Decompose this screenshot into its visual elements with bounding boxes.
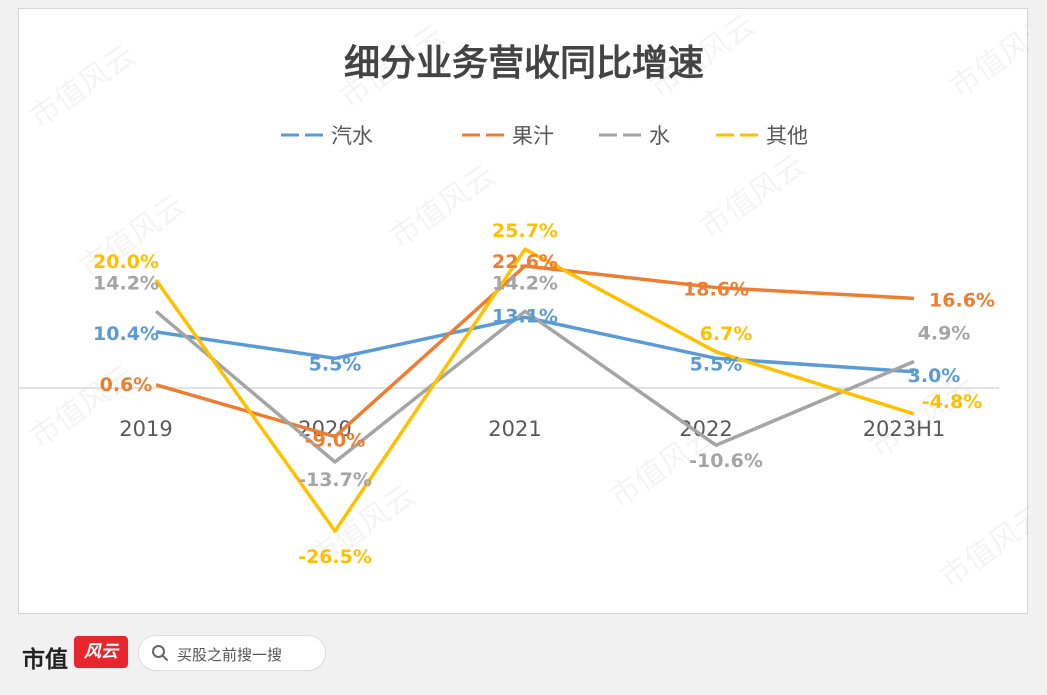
series-line: [155, 264, 915, 439]
data-label: -26.5%: [298, 546, 372, 568]
data-label: 14.2%: [492, 272, 558, 294]
chart-title: 细分业务营收同比增速: [344, 43, 704, 84]
legend-label: 其他: [766, 124, 808, 148]
legend-label: 水: [649, 124, 670, 148]
search-bar[interactable]: 买股之前搜一搜: [138, 635, 326, 671]
footer: 市值 风云 买股之前搜一搜: [0, 622, 1047, 695]
watermark-text: 市值风云: [944, 9, 1029, 106]
series-line: [155, 315, 915, 374]
chart-card: 市值风云 市值风云 市值风云 市值风云 市值风云 市值风云 市值风云 市值风云 市值风云 市值风云…: [18, 8, 1029, 614]
series-lines: [154, 247, 915, 533]
data-label: 3.0%: [908, 365, 961, 387]
legend: 汽水 果汁 水 其他: [281, 124, 808, 148]
data-label: -4.8%: [922, 391, 983, 413]
search-icon: [152, 645, 168, 661]
data-label: 6.7%: [700, 323, 753, 345]
data-labels: 10.4% 5.5% 13.1% 5.5% 3.0% 0.6% -9.0% 22.6% 18.6…: [93, 220, 995, 568]
series-line: [154, 247, 915, 533]
watermark-text: 市值风云: [694, 148, 812, 245]
series-line: [154, 309, 915, 464]
legend-label: 汽水: [331, 124, 373, 148]
x-tick-labels: 2019 2020 2021 2022 2023H1: [119, 417, 945, 441]
watermark-text: 市值风云: [934, 498, 1029, 595]
watermark-text: 市值风云: [384, 158, 502, 255]
search-text: 买股之前搜一搜: [177, 646, 283, 664]
x-tick-label: 2021: [488, 417, 541, 441]
data-label: -13.7%: [298, 469, 372, 491]
data-label: 4.9%: [918, 323, 971, 345]
data-label: 22.6%: [492, 251, 558, 273]
data-label: 16.6%: [929, 289, 995, 311]
x-tick-label: 2023H1: [863, 417, 946, 441]
data-label: 13.1%: [492, 305, 558, 327]
data-label: 10.4%: [93, 323, 159, 345]
data-label: 25.7%: [492, 220, 558, 242]
data-label: -9.0%: [305, 430, 366, 452]
legend-label: 果汁: [512, 124, 554, 148]
data-label: 5.5%: [309, 353, 362, 375]
data-label: 5.5%: [690, 353, 743, 375]
brand-logo: 风云: [74, 636, 128, 668]
watermark-text: 市值风云: [24, 38, 142, 135]
data-label: 14.2%: [93, 272, 159, 294]
brand-name: 市值: [22, 646, 68, 673]
data-label: 20.0%: [93, 251, 159, 273]
x-tick-label: 2019: [119, 417, 172, 441]
data-label: 18.6%: [683, 279, 749, 301]
data-label: 0.6%: [100, 374, 153, 396]
data-label: -10.6%: [689, 450, 763, 472]
